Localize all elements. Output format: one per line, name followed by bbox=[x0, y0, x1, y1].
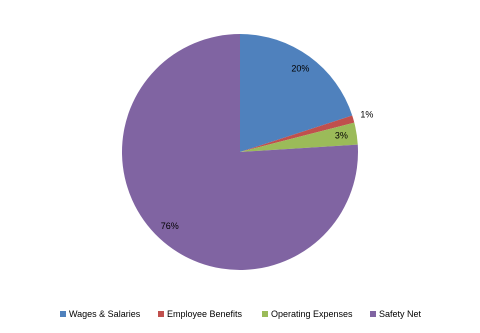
data-label: 3% bbox=[335, 130, 348, 140]
pie-slice bbox=[122, 34, 359, 270]
pie-slice bbox=[240, 115, 355, 152]
legend-marker bbox=[60, 311, 66, 317]
data-label: 1% bbox=[360, 110, 373, 120]
data-label: 76% bbox=[161, 221, 179, 231]
legend-label: Operating Expenses bbox=[271, 309, 353, 319]
legend-marker bbox=[262, 311, 268, 317]
legend-label: Employee Benefits bbox=[167, 309, 243, 319]
data-label: 20% bbox=[291, 63, 309, 73]
legend-label: Wages & Salaries bbox=[69, 309, 141, 319]
pie-slice bbox=[240, 122, 358, 152]
legend-label: Safety Net bbox=[379, 309, 422, 319]
legend-marker bbox=[158, 311, 164, 317]
pie-slice bbox=[240, 34, 353, 152]
legend-marker bbox=[370, 311, 376, 317]
